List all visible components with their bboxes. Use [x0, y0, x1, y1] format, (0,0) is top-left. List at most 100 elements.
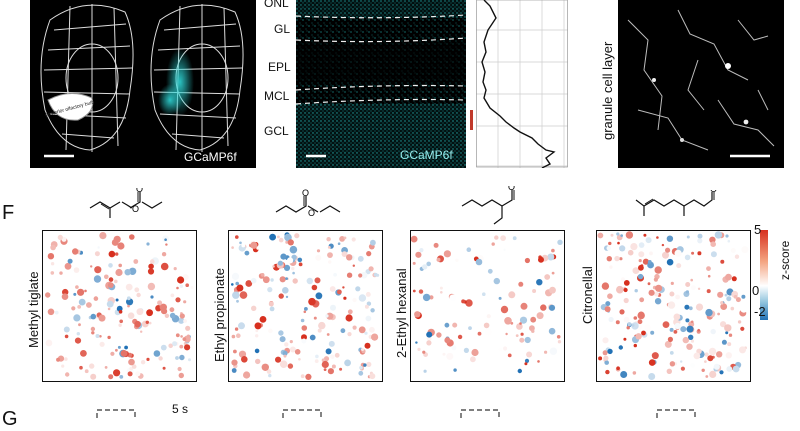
cell-dot: [45, 292, 51, 298]
heatmap-citronellal: [596, 230, 751, 382]
cell-dot: [297, 257, 303, 263]
heatmap-ethyl-hexanal: [410, 230, 565, 382]
gcl-image: [618, 0, 784, 168]
cell-dot: [633, 343, 637, 348]
cell-dot: [674, 322, 681, 330]
cell-dot: [740, 326, 745, 331]
cell-dot: [635, 333, 642, 340]
cell-dot: [190, 285, 194, 290]
cell-dot: [84, 289, 87, 293]
cell-dot: [417, 347, 421, 351]
cell-dot: [118, 323, 122, 327]
cell-dot: [647, 282, 651, 286]
cell-dot: [686, 325, 694, 333]
cell-dot: [682, 336, 689, 344]
cell-dot: [607, 293, 613, 299]
cell-dot: [238, 350, 247, 358]
cell-dot: [300, 374, 305, 379]
cell-dot: [605, 301, 611, 307]
odor-label-wrap-4: Citronellal: [578, 230, 596, 382]
colorbar-max-label: 5: [754, 222, 762, 237]
cell-dot: [140, 360, 146, 365]
cell-dot: [173, 267, 177, 271]
cell-dot: [180, 335, 183, 338]
cell-dot: [107, 335, 111, 340]
cell-dot: [520, 302, 528, 310]
cell-dot: [119, 319, 123, 324]
cell-dot: [301, 325, 308, 331]
cell-dot: [471, 348, 479, 357]
cell-dot: [548, 304, 556, 311]
layer-label-epl: EPL: [268, 60, 291, 74]
cell-dot: [236, 299, 239, 303]
cell-dot: [717, 312, 720, 316]
cell-dot: [178, 317, 185, 324]
cell-dot: [741, 246, 749, 254]
cell-dot: [124, 269, 131, 276]
cell-dot: [735, 297, 741, 303]
cell-dot: [468, 326, 472, 330]
cell-dot: [643, 233, 647, 237]
cell-dot: [153, 350, 161, 357]
cell-dot: [662, 321, 670, 328]
cell-dot: [118, 263, 122, 268]
cell-dot: [76, 332, 80, 336]
cell-dot: [530, 316, 537, 323]
cell-dot: [268, 373, 272, 378]
cell-dot: [444, 322, 450, 328]
cell-dot: [626, 326, 630, 330]
cell-dot: [315, 254, 322, 261]
cell-dot: [717, 291, 724, 298]
cell-dot: [484, 328, 492, 336]
cell-dot: [412, 289, 416, 293]
cell-dot: [695, 303, 704, 311]
cell-dot: [340, 328, 346, 334]
cell-dot: [236, 284, 244, 292]
cell-dot: [461, 299, 466, 304]
cell-dot: [606, 246, 611, 251]
cell-dot: [662, 251, 669, 259]
odor-label-methyl-tiglate: Methyl tiglate: [26, 271, 41, 348]
cell-dot: [113, 369, 121, 377]
cell-dot: [169, 307, 175, 313]
cell-dot: [334, 352, 340, 358]
cell-dot: [616, 232, 620, 236]
cell-dot: [117, 242, 125, 250]
cell-dot: [233, 349, 237, 354]
cell-dot: [326, 312, 334, 320]
cell-dot: [724, 293, 728, 297]
cell-dot: [726, 296, 732, 302]
cell-dot: [436, 332, 442, 338]
cell-dot: [630, 243, 638, 251]
odor-label-wrap-1: Methyl tiglate: [24, 230, 42, 382]
cell-dot: [720, 301, 724, 305]
stim-bracket-2: [282, 409, 322, 418]
cell-dot: [283, 264, 291, 271]
cell-dot: [341, 251, 348, 257]
svg-text:O: O: [302, 188, 309, 198]
cell-dot: [72, 248, 79, 255]
cell-dot: [690, 339, 695, 343]
cell-dot: [268, 328, 273, 334]
cell-dot: [531, 329, 535, 333]
cell-dot: [470, 356, 476, 363]
cell-dot: [157, 300, 163, 306]
cell-dot: [685, 318, 690, 323]
cell-dot: [272, 265, 275, 268]
cell-dot: [422, 264, 428, 270]
cell-dot: [136, 308, 144, 316]
cell-dot: [536, 312, 544, 320]
cell-dot: [544, 274, 551, 280]
cell-dot: [231, 359, 238, 366]
cell-dot: [268, 301, 274, 307]
cell-dot: [90, 326, 96, 332]
cell-dot: [279, 336, 286, 343]
cell-dot: [314, 277, 321, 284]
cell-dot: [508, 291, 516, 299]
cell-dot: [602, 350, 608, 356]
cell-dot: [326, 237, 331, 242]
cell-dot: [106, 300, 114, 308]
cell-dot: [231, 334, 236, 339]
cell-dot: [670, 281, 674, 285]
cell-dot: [504, 317, 512, 325]
